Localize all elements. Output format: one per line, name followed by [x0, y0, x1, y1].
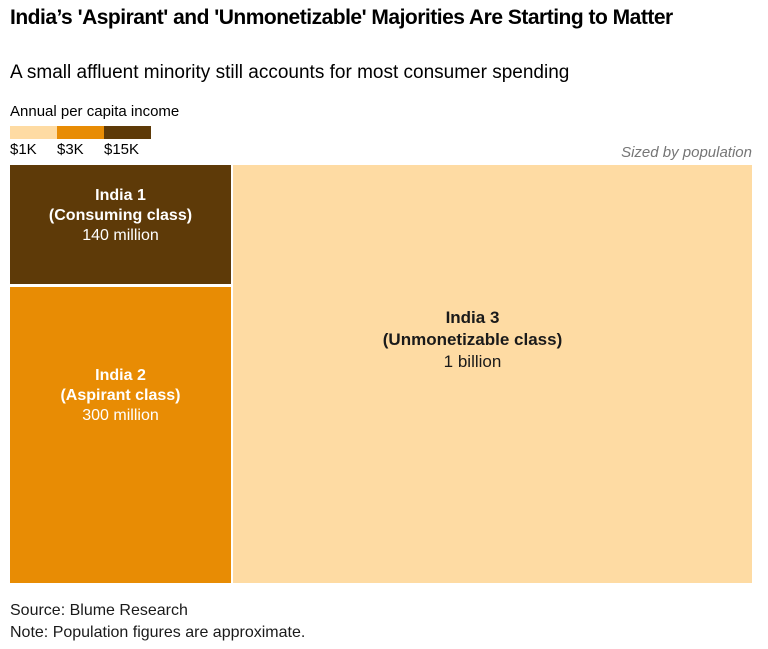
- legend-swatch-15k: [104, 126, 151, 139]
- legend-swatch-3k: [57, 126, 104, 139]
- treemap: India 1 (Consuming class) 140 million In…: [10, 165, 752, 583]
- legend-labels: $1K $3K $15K: [10, 141, 151, 158]
- legend-swatch-bar: [10, 126, 151, 139]
- chart-title: India’s 'Aspirant' and 'Unmonetizable' M…: [10, 6, 673, 29]
- legend-label-3k: $3K: [57, 141, 84, 158]
- treemap-block-label: India 3 (Unmonetizable class) 1 billion: [233, 307, 752, 373]
- legend-label-15k: $15K: [104, 141, 140, 158]
- treemap-block-label: India 1 (Consuming class) 140 million: [10, 186, 231, 246]
- treemap-block-india2: India 2 (Aspirant class) 300 million: [10, 287, 231, 583]
- treemap-block-india1: India 1 (Consuming class) 140 million: [10, 165, 231, 284]
- legend-title: Annual per capita income: [10, 103, 180, 120]
- block-population: 300 million: [82, 407, 159, 424]
- treemap-block-india3: India 3 (Unmonetizable class) 1 billion: [233, 165, 752, 583]
- chart-subtitle: A small affluent minority still accounts…: [10, 62, 570, 83]
- block-name: India 2: [95, 367, 146, 384]
- legend-label-1k: $1K: [10, 141, 37, 158]
- block-name: India 3: [445, 308, 500, 327]
- block-class: (Unmonetizable class): [382, 330, 563, 349]
- block-class: (Consuming class): [48, 207, 193, 224]
- block-population: 140 million: [82, 227, 159, 244]
- block-class: (Aspirant class): [60, 387, 181, 404]
- note-line: Note: Population figures are approximate…: [10, 624, 306, 641]
- legend-swatch-1k: [10, 126, 57, 139]
- block-population: 1 billion: [443, 352, 502, 371]
- sizing-annotation: Sized by population: [621, 144, 752, 161]
- treemap-block-label: India 2 (Aspirant class) 300 million: [10, 366, 231, 426]
- source-line: Source: Blume Research: [10, 602, 188, 619]
- block-name: India 1: [95, 187, 146, 204]
